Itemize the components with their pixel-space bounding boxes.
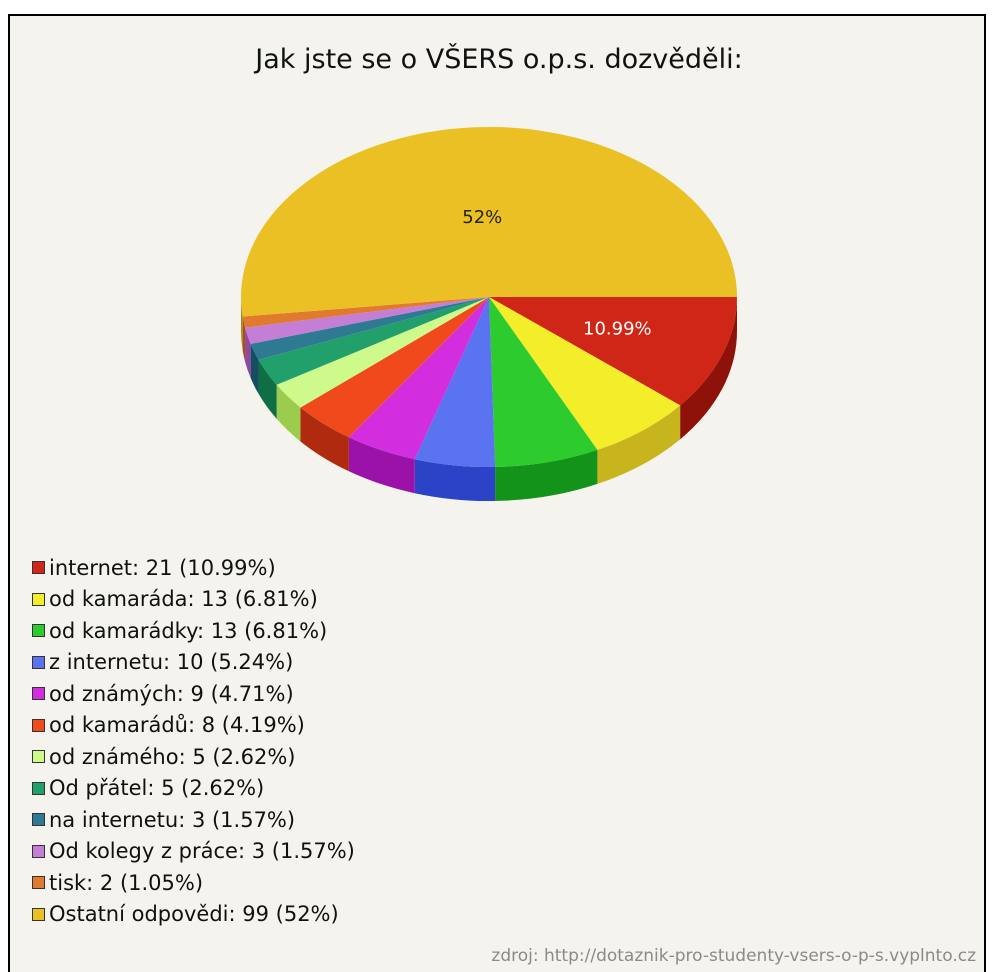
pie-side-od-kamaradu (300, 407, 349, 472)
legend-label: od kamarádky: 13 (6.81%) (49, 618, 328, 643)
pie-side-internet (680, 297, 737, 440)
chart-container: Jak jste se o VŠERS o.p.s. dozvěděli: 10… (8, 14, 986, 972)
pie-side-od-kamaradky (495, 449, 598, 501)
legend-label: Od kolegy z práce: 3 (1.57%) (49, 839, 355, 864)
legend-item: od kamarádů: 8 (4.19%) (32, 710, 355, 742)
pie-slice-od-kamarada (489, 297, 681, 450)
legend-label: na internetu: 3 (1.57%) (49, 807, 296, 832)
legend-item: od známého: 5 (2.62%) (32, 741, 355, 773)
pie-slice-tisk (242, 297, 489, 328)
pie-slice-internet (489, 297, 737, 406)
pie-slices (240, 126, 737, 467)
legend: internet: 21 (10.99%) od kamaráda: 13 (6.… (32, 552, 355, 930)
legend-swatch (32, 813, 45, 827)
legend-label: od známých: 9 (4.71%) (49, 681, 294, 706)
pie-slice-od-znameho (276, 297, 489, 408)
legend-label: od známého: 5 (2.62%) (49, 744, 296, 769)
legend-item: Ostatní odpovědi: 99 (52%) (32, 899, 355, 931)
legend-item: Od kolegy z práce: 3 (1.57%) (32, 836, 355, 868)
pie-slice-z-internetu (414, 297, 496, 467)
legend-swatch (32, 781, 45, 795)
legend-label: tisk: 2 (1.05%) (49, 870, 204, 895)
legend-swatch (32, 592, 45, 606)
legend-item: internet: 21 (10.99%) (32, 552, 355, 584)
legend-swatch (32, 876, 45, 890)
pie-slice-od-kamaradky (489, 297, 598, 467)
legend-label: internet: 21 (10.99%) (49, 555, 276, 580)
chart-title: Jak jste se o VŠERS o.p.s. dozvěděli: (255, 44, 743, 75)
source-note: zdroj: http://dotaznik-pro-studenty-vser… (491, 946, 976, 966)
pie-chart: 10.99% 52% (240, 126, 737, 502)
legend-item: Od přátel: 5 (2.62%) (32, 773, 355, 805)
legend-item: od známých: 9 (4.71%) (32, 678, 355, 710)
pie-side-od-kolegy-z-prace (245, 327, 251, 378)
legend-swatch (32, 624, 45, 638)
legend-swatch (32, 750, 45, 764)
pie-data-label: 52% (462, 207, 502, 228)
legend-item: na internetu: 3 (1.57%) (32, 804, 355, 836)
legend-label: z internetu: 10 (5.24%) (49, 650, 294, 675)
legend-label: od kamarádů: 8 (4.19%) (49, 713, 305, 738)
legend-label: Ostatní odpovědi: 99 (52%) (49, 902, 339, 927)
legend-label: od kamaráda: 13 (6.81%) (49, 587, 318, 612)
pie-slice-ostatni-odpovedi (240, 126, 737, 317)
pie-side-od-pratel (258, 359, 277, 419)
pie-side-ostatni-odpovedi (241, 297, 243, 351)
legend-item: od kamarádky: 13 (6.81%) (32, 615, 355, 647)
legend-swatch (32, 687, 45, 701)
legend-item: z internetu: 10 (5.24%) (32, 647, 355, 679)
legend-swatch (32, 655, 45, 669)
legend-swatch (32, 844, 45, 858)
legend-swatch (32, 718, 45, 732)
legend-item: tisk: 2 (1.05%) (32, 867, 355, 899)
pie-slice-od-znamych (348, 297, 489, 460)
pie-data-label: 10.99% (583, 319, 652, 340)
pie-side-na-internetu (250, 343, 259, 394)
pie-side-od-znameho (276, 384, 301, 442)
pie-side-walls (241, 297, 737, 502)
pie-side-z-internetu (414, 459, 496, 502)
pie-side-od-znamych (348, 437, 415, 494)
pie-slice-od-kolegy-z-prace (245, 297, 489, 344)
legend-item: od kamaráda: 13 (6.81%) (32, 584, 355, 616)
pie-slice-na-internetu (250, 297, 489, 360)
legend-swatch (32, 561, 45, 575)
pie-slice-od-pratel (258, 297, 489, 385)
pie-side-tisk (242, 316, 246, 362)
legend-swatch (32, 907, 45, 921)
legend-label: Od přátel: 5 (2.62%) (49, 776, 265, 801)
pie-side-od-kamarada (597, 405, 681, 484)
pie-slice-od-kamaradu (300, 297, 489, 438)
